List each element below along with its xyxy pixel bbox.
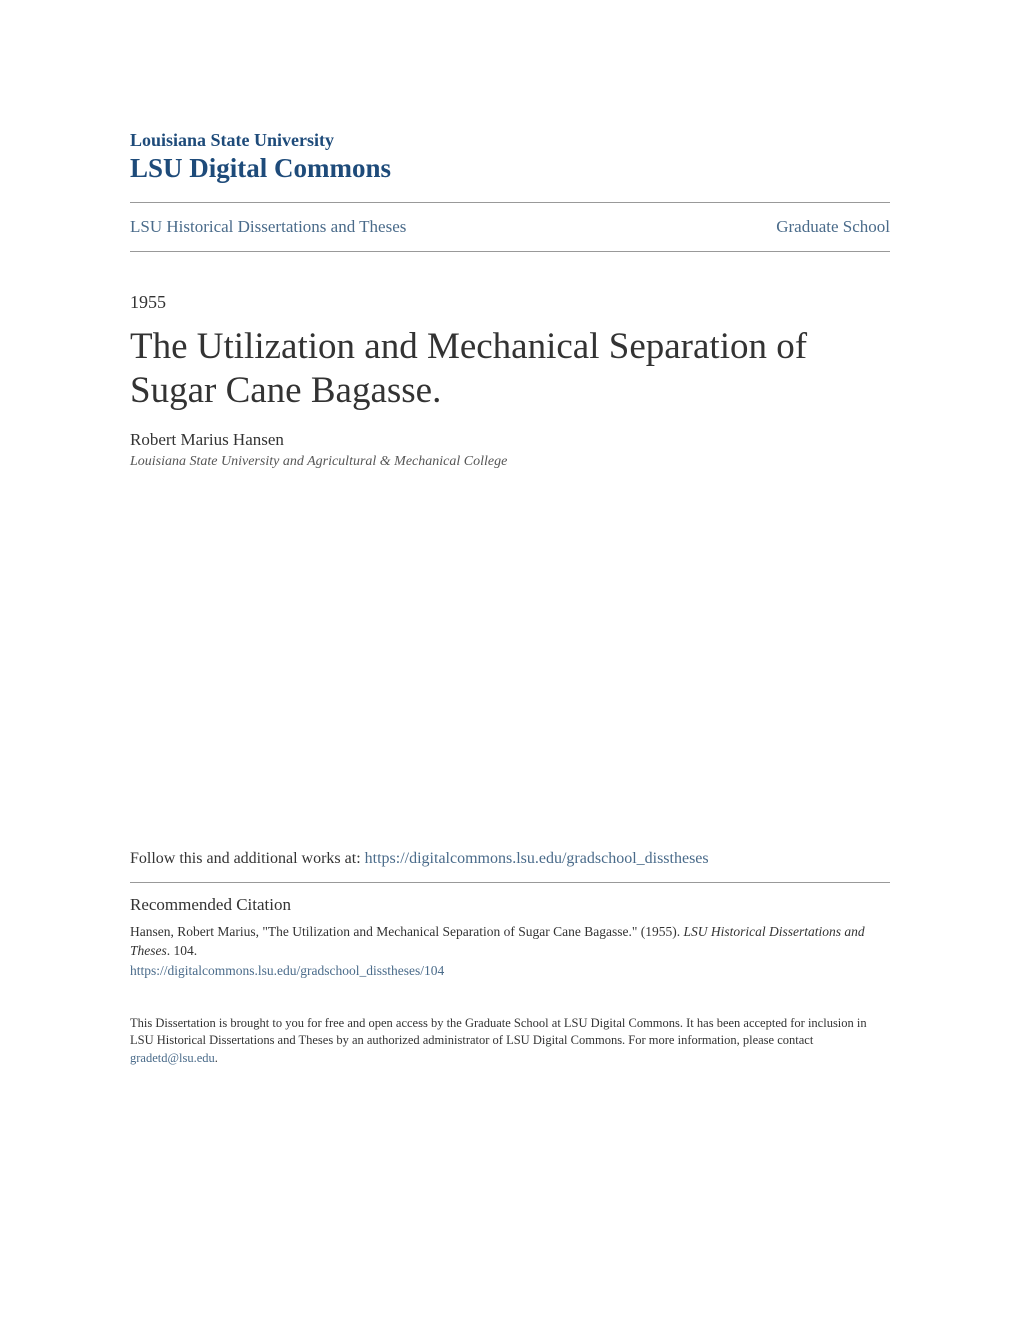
follow-section: Follow this and additional works at: htt… <box>130 850 890 868</box>
document-year: 1955 <box>130 292 890 313</box>
document-author: Robert Marius Hansen <box>130 430 890 450</box>
divider-citation <box>130 882 890 883</box>
footer-text-body: This Dissertation is brought to you for … <box>130 1016 867 1048</box>
citation-link[interactable]: https://digitalcommons.lsu.edu/gradschoo… <box>130 963 890 979</box>
citation-text: Hansen, Robert Marius, "The Utilization … <box>130 923 890 961</box>
document-title: The Utilization and Mechanical Separatio… <box>130 325 890 414</box>
header-repository[interactable]: LSU Digital Commons <box>130 153 890 184</box>
citation-text-part2: . 104. <box>167 943 197 958</box>
nav-row: LSU Historical Dissertations and Theses … <box>130 203 890 251</box>
follow-link[interactable]: https://digitalcommons.lsu.edu/gradschoo… <box>365 850 709 867</box>
nav-link-school[interactable]: Graduate School <box>776 217 890 237</box>
nav-link-collection[interactable]: LSU Historical Dissertations and Theses <box>130 217 406 237</box>
follow-prefix: Follow this and additional works at: <box>130 850 365 867</box>
citation-text-part1: Hansen, Robert Marius, "The Utilization … <box>130 924 684 939</box>
header-institution: Louisiana State University <box>130 130 890 151</box>
divider-nav <box>130 251 890 252</box>
footer-text: This Dissertation is brought to you for … <box>130 1015 890 1068</box>
footer-contact-link[interactable]: gradetd@lsu.edu <box>130 1051 215 1065</box>
citation-heading: Recommended Citation <box>130 895 890 915</box>
document-affiliation: Louisiana State University and Agricultu… <box>130 454 890 470</box>
footer-period: . <box>215 1051 218 1065</box>
